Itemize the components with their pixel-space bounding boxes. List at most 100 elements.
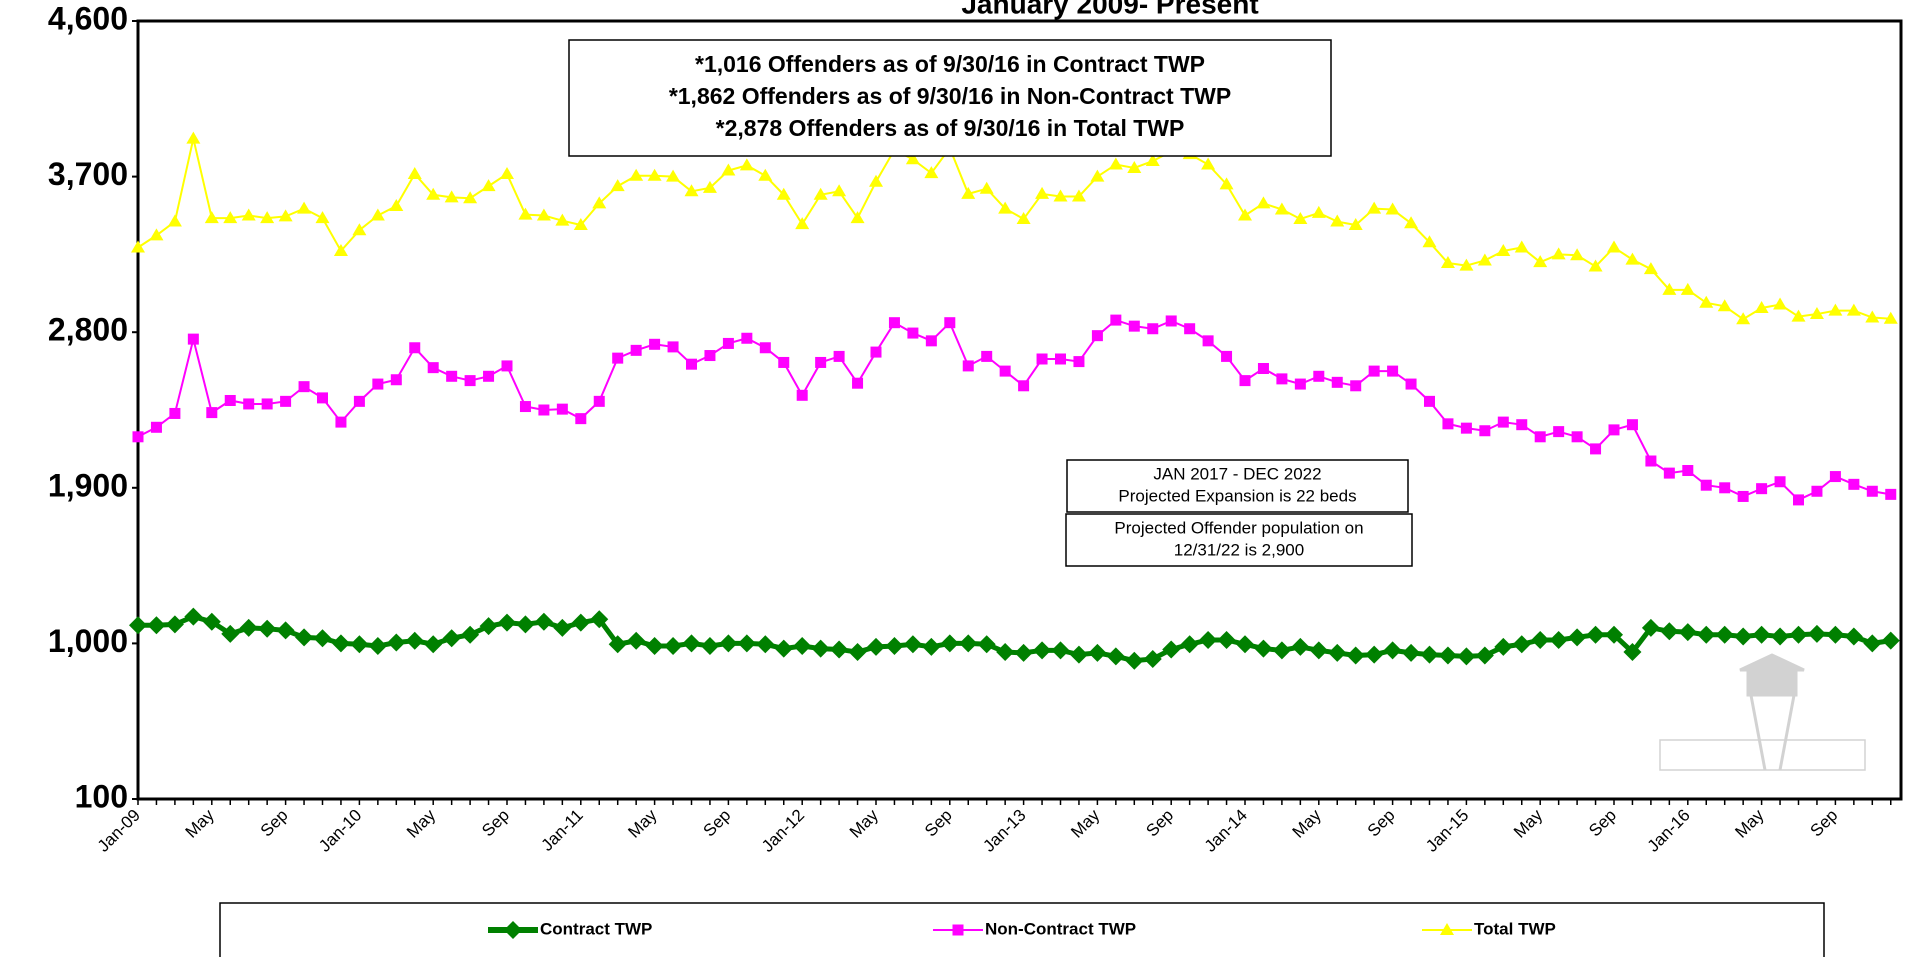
point [370,208,385,221]
point [813,187,828,200]
point [261,398,273,410]
point [1623,643,1642,662]
y-tick-label: 1,900 [48,467,128,503]
point [1516,419,1528,431]
point [224,394,236,406]
y-tick-label: 3,700 [48,156,128,192]
point [610,179,625,192]
point [848,643,867,662]
point [722,337,734,349]
point [666,169,681,182]
point [667,341,679,353]
point [1533,255,1548,268]
point [961,186,976,199]
point [1534,431,1546,443]
point [1568,628,1587,647]
point [276,621,295,640]
x-tick-label: Sep [257,806,292,841]
point [981,350,993,362]
point [1313,370,1325,382]
point [830,640,849,659]
point [575,413,587,425]
point [1643,262,1658,275]
x-tick-label: Jan-10 [315,806,365,856]
point [1828,303,1843,316]
point [390,374,402,386]
point [442,629,461,648]
legend-label: Total TWP [1474,919,1556,938]
point [1497,416,1509,428]
point [538,404,550,416]
point [1367,201,1382,214]
point [758,168,773,181]
point [1018,380,1030,392]
point [1586,625,1605,644]
point [1459,258,1474,271]
point [243,398,255,410]
annotation-box [1066,459,1409,513]
x-tick-label: Jan-16 [1644,806,1694,856]
point [1254,639,1273,658]
point [501,360,513,372]
point [1127,160,1142,173]
point [774,639,793,658]
point [1106,647,1125,666]
point [1438,646,1457,665]
point [1826,625,1845,644]
annotation-text: *1,862 Offenders as of 9/30/16 in Non-Co… [669,83,1231,109]
point [1570,248,1585,261]
point [202,612,221,631]
point [1125,651,1144,670]
point [1383,641,1402,660]
legend-box [219,902,1825,957]
point [998,201,1013,214]
point [317,392,328,404]
x-tick-label: Sep [1142,806,1177,841]
legend-item: Total TWP [1422,919,1556,938]
point [1033,641,1052,660]
point [1219,177,1234,190]
point [1071,189,1086,202]
point [1549,630,1568,649]
point [1829,471,1841,483]
point [1128,320,1140,332]
point [150,421,162,433]
point [1494,637,1513,656]
point [405,631,424,650]
legend-label: Contract TWP [540,919,652,938]
point [1697,625,1716,644]
point [924,166,939,179]
point [700,636,719,655]
point [649,338,661,350]
point [1773,297,1788,310]
point [409,342,421,354]
point [959,634,978,653]
point [1256,196,1271,209]
point [1807,624,1826,643]
point [1881,631,1900,650]
x-tick-label: May [1067,805,1103,841]
point [1885,488,1897,500]
point [387,633,406,652]
point [184,607,203,626]
point [1789,625,1808,644]
point [1715,625,1734,644]
point [1680,282,1695,295]
point [1678,623,1697,642]
point [446,370,458,382]
point [149,228,164,241]
point [206,407,218,419]
x-tick-label: Jan-13 [979,806,1029,856]
series-line [137,318,1891,502]
point [1531,630,1550,649]
point [741,332,753,344]
x-tick-label: Jan-14 [1201,806,1251,856]
point [944,317,956,329]
point [1625,252,1640,265]
point [686,358,697,370]
point [239,618,258,637]
point [1774,476,1786,488]
point [1660,622,1679,641]
point [1385,202,1400,215]
point [352,223,367,236]
